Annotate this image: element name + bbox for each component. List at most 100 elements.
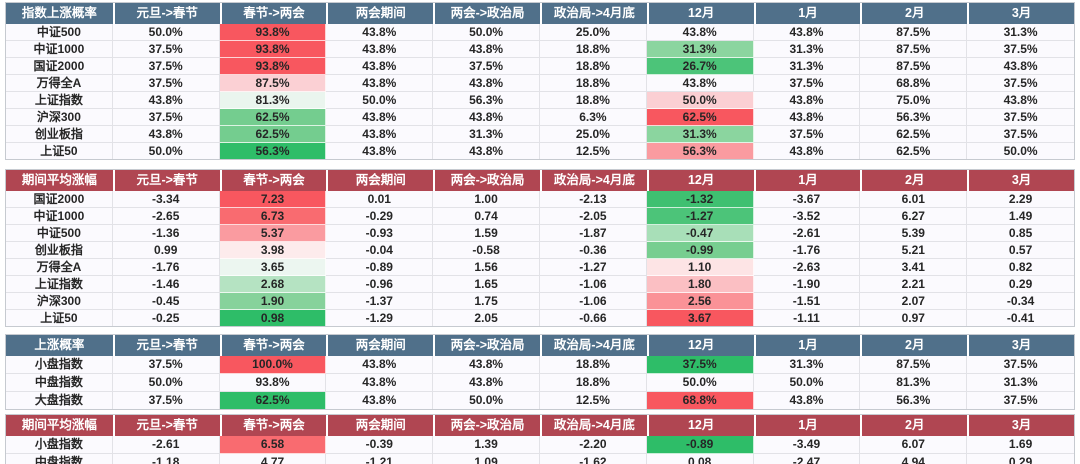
table-row: 中证1000 -2.65 6.73 -0.29 0.74 -2.05 -1.27 -3.52 6… — [6, 208, 1074, 225]
column-header: 两会->政治局 — [433, 415, 540, 436]
table-cell: -1.36 — [112, 225, 220, 242]
table-cell: 2.56 — [646, 293, 754, 310]
table-cell: -1.87 — [539, 225, 647, 242]
table-cell: 50.0% — [967, 143, 1074, 159]
table-cell: 43.8% — [433, 75, 540, 92]
row-label: 万得全A — [6, 75, 113, 92]
table-cell: 43.8% — [967, 58, 1074, 75]
table-cell: 93.8% — [219, 24, 327, 41]
table-cell: 2.21 — [860, 276, 968, 293]
section-table-3: 期间平均涨幅 元旦->春节 春节->两会 两会期间 两会->政治局 政治局->4月底 12月… — [5, 414, 1075, 464]
table-cell: 43.8% — [433, 356, 540, 374]
table-cell: -2.47 — [753, 454, 861, 464]
row-label: 上证50 — [6, 310, 113, 326]
row-label: 沪深300 — [6, 109, 113, 126]
table-cell: -1.46 — [112, 276, 220, 293]
table-cell: -2.61 — [753, 225, 861, 242]
table-cell: 37.5% — [967, 392, 1074, 409]
table-cell: 31.3% — [967, 24, 1074, 41]
table-cell: 56.3% — [860, 392, 968, 409]
column-header: 3月 — [967, 3, 1074, 24]
table-cell: 62.5% — [219, 392, 327, 409]
table-cell: 50.0% — [753, 374, 861, 392]
column-header: 政治局->4月底 — [539, 335, 647, 356]
table-cell: 3.65 — [219, 259, 327, 276]
table-cell: 5.39 — [860, 225, 968, 242]
column-header: 12月 — [646, 170, 754, 191]
table-cell: -1.11 — [753, 310, 861, 326]
table-cell: 0.85 — [967, 225, 1074, 242]
table-cell: 2.07 — [860, 293, 968, 310]
table-cell: -1.27 — [646, 208, 754, 225]
section-title: 上涨概率 — [6, 335, 113, 356]
table-cell: 31.3% — [646, 41, 754, 58]
table-cell: -3.49 — [753, 436, 861, 454]
table-cell: 81.3% — [219, 92, 327, 109]
table-cell: -0.36 — [539, 242, 647, 259]
table-cell: 6.73 — [219, 208, 327, 225]
table-cell: 37.5% — [646, 356, 754, 374]
table-cell: 0.82 — [967, 259, 1074, 276]
row-label: 国证2000 — [6, 191, 113, 208]
table-row: 中证1000 37.5% 93.8% 43.8% 43.8% 18.8% 31.3% 31.3… — [6, 41, 1074, 58]
column-header: 元旦->春节 — [112, 335, 220, 356]
table-cell: 87.5% — [860, 356, 968, 374]
table-row: 创业板指 0.99 3.98 -0.04 -0.58 -0.36 -0.99 -1.76 5.2… — [6, 242, 1074, 259]
table-row: 中证500 50.0% 93.8% 43.8% 50.0% 25.0% 43.8% 43.8%… — [6, 24, 1074, 41]
table-cell: 43.8% — [326, 41, 434, 58]
header-row: 指数上涨概率 元旦->春节 春节->两会 两会期间 两会->政治局 政治局->4月底 12月… — [6, 3, 1074, 24]
table-cell: 18.8% — [539, 92, 647, 109]
table-cell: 43.8% — [646, 24, 754, 41]
table-cell: 43.8% — [112, 92, 220, 109]
table-cell: 0.74 — [433, 208, 540, 225]
table-cell: -1.51 — [753, 293, 861, 310]
table-cell: 1.00 — [433, 191, 540, 208]
table-cell: 0.01 — [326, 191, 434, 208]
table-row: 沪深300 37.5% 62.5% 43.8% 43.8% 6.3% 62.5% 43.8% 5… — [6, 109, 1074, 126]
table-cell: -0.99 — [646, 242, 754, 259]
column-header: 春节->两会 — [219, 3, 327, 24]
table-cell: -2.61 — [112, 436, 220, 454]
column-header: 政治局->4月底 — [539, 170, 647, 191]
table-cell: -2.05 — [539, 208, 647, 225]
table-cell: -1.06 — [539, 293, 647, 310]
table-cell: 43.8% — [326, 143, 434, 159]
header-row: 期间平均涨幅 元旦->春节 春节->两会 两会期间 两会->政治局 政治局->4月底 12月… — [6, 415, 1074, 436]
table-cell: 50.0% — [112, 374, 220, 392]
table-cell: 43.8% — [433, 143, 540, 159]
table-cell: 26.7% — [646, 58, 754, 75]
table-cell: 43.8% — [326, 392, 434, 409]
table-cell: 18.8% — [539, 41, 647, 58]
table-cell: 43.8% — [753, 392, 861, 409]
column-header: 两会->政治局 — [433, 170, 540, 191]
table-cell: 31.3% — [753, 356, 861, 374]
table-cell: 37.5% — [112, 356, 220, 374]
table-cell: 1.65 — [433, 276, 540, 293]
table-cell: 1.56 — [433, 259, 540, 276]
table-cell: -1.90 — [753, 276, 861, 293]
column-header: 元旦->春节 — [112, 415, 220, 436]
table-cell: 37.5% — [967, 126, 1074, 143]
table-cell: -1.76 — [753, 242, 861, 259]
column-header: 12月 — [646, 335, 754, 356]
table-cell: 62.5% — [646, 109, 754, 126]
table-cell: 37.5% — [967, 356, 1074, 374]
row-label: 上证指数 — [6, 92, 113, 109]
table-cell: -0.34 — [967, 293, 1074, 310]
table-cell: -0.25 — [112, 310, 220, 326]
table-cell: 43.8% — [753, 92, 861, 109]
table-cell: 37.5% — [433, 58, 540, 75]
row-label: 创业板指 — [6, 126, 113, 143]
table-cell: 56.3% — [860, 109, 968, 126]
table-cell: -3.52 — [753, 208, 861, 225]
row-label: 国证2000 — [6, 58, 113, 75]
table-cell: 31.3% — [646, 126, 754, 143]
row-label: 大盘指数 — [6, 392, 113, 409]
header-row: 上涨概率 元旦->春节 春节->两会 两会期间 两会->政治局 政治局->4月底 12月 1月… — [6, 335, 1074, 356]
column-header: 春节->两会 — [219, 170, 327, 191]
table-cell: 18.8% — [539, 356, 647, 374]
table-cell: 87.5% — [860, 41, 968, 58]
column-header: 2月 — [860, 170, 968, 191]
table-cell: -1.32 — [646, 191, 754, 208]
table-cell: 0.98 — [219, 310, 327, 326]
